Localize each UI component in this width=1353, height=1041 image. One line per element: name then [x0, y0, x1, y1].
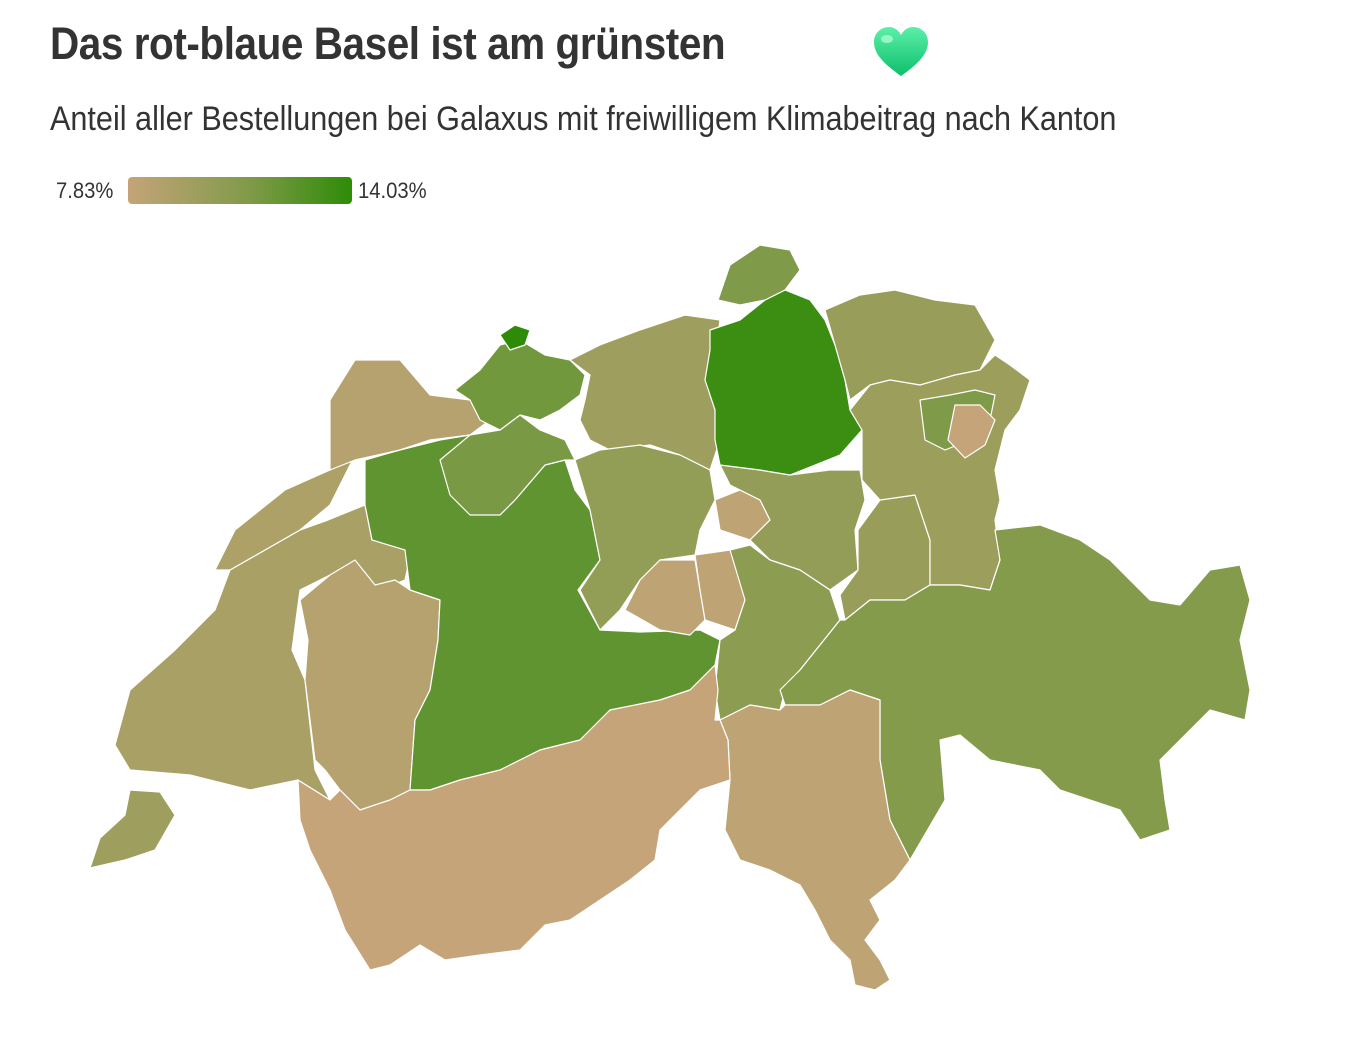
canton-luzern[interactable] — [574, 444, 716, 631]
legend-min-label: 7.83% — [56, 178, 114, 203]
canton-appenzell-innerrhoden[interactable] — [947, 404, 996, 459]
canton-zurich[interactable] — [704, 289, 863, 476]
legend-gradient-bar — [128, 177, 352, 204]
legend-max-label: 14.03% — [358, 178, 427, 203]
title-row: Das rot-blaue Basel ist am grünsten — [50, 18, 800, 70]
switzerland-map — [89, 244, 1251, 991]
canton-ticino[interactable] — [719, 689, 911, 991]
canton-neuchatel[interactable] — [214, 454, 356, 571]
chart-subtitle: Anteil aller Bestellungen bei Galaxus mi… — [50, 100, 1117, 138]
green-heart-icon — [874, 27, 928, 76]
canton-wallis[interactable] — [297, 664, 731, 971]
canton-basel-stadt[interactable] — [499, 324, 531, 351]
canton-schaffhausen[interactable] — [717, 244, 801, 306]
chart-title: Das rot-blaue Basel ist am grünsten — [50, 18, 726, 69]
canton-geneva[interactable] — [89, 789, 176, 869]
